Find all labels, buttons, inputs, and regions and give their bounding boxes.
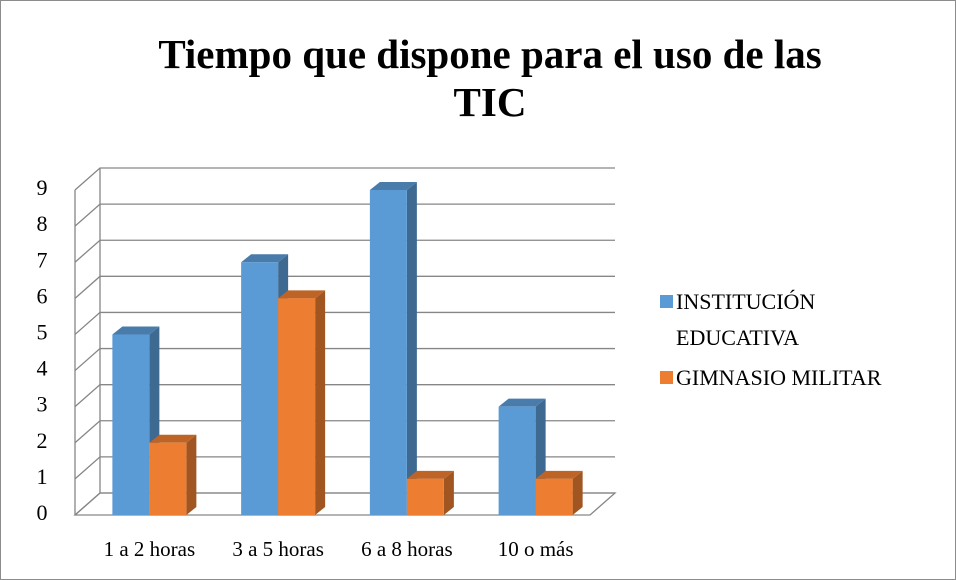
bar-top	[278, 290, 326, 299]
legend-label: INSTITUCIÓN EDUCATIVA	[676, 289, 816, 350]
y-tick-label: 6	[37, 283, 48, 308]
bar-top	[498, 398, 546, 407]
grid-line	[74, 167, 615, 191]
bar-side	[443, 470, 454, 515]
y-tick-label: 3	[37, 392, 48, 417]
grid-line	[74, 456, 615, 480]
grid-line	[74, 203, 615, 227]
y-tick-label: 8	[37, 211, 48, 236]
y-tick-label: 5	[37, 319, 48, 344]
y-tick-label: 4	[37, 356, 48, 381]
bar	[406, 478, 444, 515]
legend-swatch	[660, 295, 673, 308]
bar	[112, 334, 150, 515]
legend-swatch	[660, 371, 673, 384]
grid-line	[74, 384, 615, 408]
x-tick-label: 6 a 8 horas	[361, 537, 453, 561]
bar-top	[535, 470, 583, 479]
bar	[149, 442, 187, 515]
bar	[498, 406, 536, 515]
bar-top	[406, 470, 454, 479]
y-tick-label: 7	[37, 247, 48, 272]
x-tick-label: 3 a 5 horas	[232, 537, 324, 561]
x-tick-label: 1 a 2 horas	[104, 537, 196, 561]
grid-line	[74, 420, 615, 444]
legend-item: GIMNASIO MILITAR	[660, 360, 935, 396]
bar-side	[186, 434, 197, 515]
legend-label: GIMNASIO MILITAR	[676, 365, 882, 390]
bar-top	[241, 254, 289, 263]
bar	[241, 262, 279, 515]
bar-top	[112, 326, 160, 335]
grid-line	[74, 275, 615, 299]
y-tick-label: 9	[37, 175, 48, 200]
y-tick-label: 2	[37, 428, 48, 453]
chart-title: Tiempo que dispone para el uso de las TI…	[158, 31, 822, 125]
x-tick-label: 10 o más	[498, 537, 574, 561]
grid-line	[74, 239, 615, 263]
grid-line	[74, 311, 615, 335]
grid-line	[74, 347, 615, 372]
bar	[278, 298, 316, 515]
y-tick-label: 1	[37, 464, 48, 489]
bar-side	[406, 182, 417, 515]
bar	[369, 190, 407, 515]
bar-top	[369, 182, 417, 190]
legend-item: INSTITUCIÓN EDUCATIVA	[660, 284, 935, 356]
bar-top	[149, 434, 197, 443]
y-tick-label: 0	[37, 500, 48, 525]
bar-side	[572, 470, 583, 515]
bar-side	[315, 290, 326, 515]
bar	[535, 478, 573, 515]
